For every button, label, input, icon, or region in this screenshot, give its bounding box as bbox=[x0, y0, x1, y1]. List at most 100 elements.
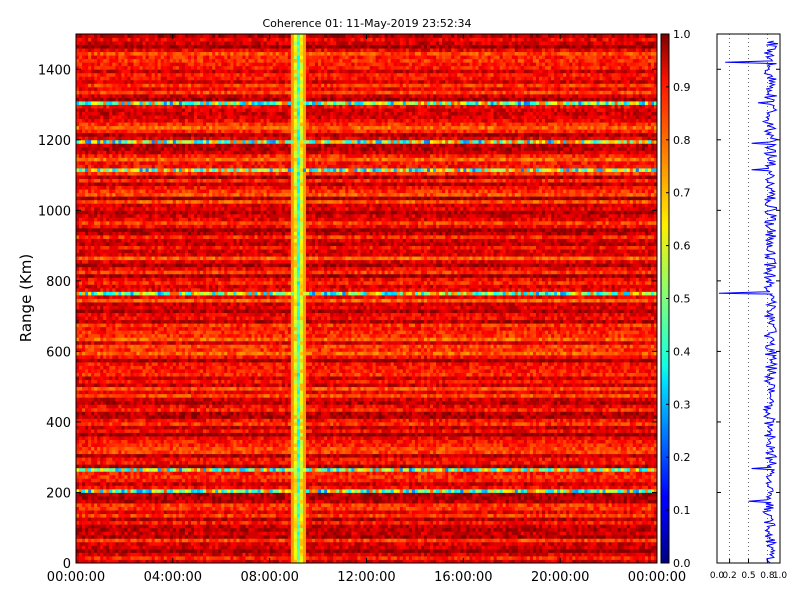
heatmap-cell bbox=[294, 507, 297, 511]
heatmap-cell bbox=[563, 510, 566, 514]
heatmap-cell bbox=[282, 521, 285, 525]
heatmap-cell bbox=[539, 528, 542, 532]
heatmap-cell bbox=[206, 471, 209, 475]
heatmap-cell bbox=[385, 475, 388, 479]
heatmap-cell bbox=[551, 478, 554, 482]
heatmap-cell bbox=[606, 500, 609, 504]
heatmap-cell bbox=[82, 492, 85, 496]
heatmap-cell bbox=[515, 538, 518, 542]
heatmap-cell bbox=[179, 507, 182, 511]
heatmap-cell bbox=[348, 524, 351, 528]
heatmap-cell bbox=[297, 517, 300, 521]
heatmap-cell bbox=[627, 507, 630, 511]
heatmap-cell bbox=[336, 535, 339, 539]
heatmap-cell bbox=[282, 552, 285, 556]
heatmap-cell bbox=[191, 500, 194, 504]
heatmap-cell bbox=[379, 482, 382, 486]
heatmap-cell bbox=[170, 475, 173, 479]
heatmap-cell bbox=[500, 489, 503, 493]
heatmap-cell bbox=[82, 475, 85, 479]
heatmap-cell bbox=[572, 478, 575, 482]
heatmap-cell bbox=[94, 482, 97, 486]
heatmap-cell bbox=[360, 531, 363, 535]
heatmap-cell bbox=[185, 496, 188, 500]
heatmap-cell bbox=[615, 556, 618, 560]
heatmap-cell bbox=[409, 514, 412, 518]
heatmap-cell bbox=[336, 524, 339, 528]
heatmap-cell bbox=[475, 507, 478, 511]
heatmap-cell bbox=[424, 492, 427, 496]
heatmap-cell bbox=[488, 517, 491, 521]
heatmap-cell bbox=[267, 503, 270, 507]
heatmap-cell bbox=[460, 475, 463, 479]
heatmap-cell bbox=[170, 528, 173, 532]
heatmap-cell bbox=[478, 500, 481, 504]
heatmap-cell bbox=[587, 482, 590, 486]
heatmap-cell bbox=[373, 507, 376, 511]
heatmap-cell bbox=[621, 500, 624, 504]
heatmap-cell bbox=[109, 485, 112, 489]
heatmap-cell bbox=[427, 538, 430, 542]
heatmap-cell bbox=[603, 478, 606, 482]
heatmap-cell bbox=[457, 528, 460, 532]
heatmap-cell bbox=[560, 528, 563, 532]
heatmap-cell bbox=[518, 471, 521, 475]
heatmap-cell bbox=[282, 485, 285, 489]
heatmap-cell bbox=[173, 492, 176, 496]
heatmap-cell bbox=[267, 528, 270, 532]
heatmap-cell bbox=[648, 538, 651, 542]
heatmap-cell bbox=[149, 528, 152, 532]
heatmap-cell bbox=[106, 507, 109, 511]
heatmap-cell bbox=[533, 531, 536, 535]
heatmap-cell bbox=[460, 545, 463, 549]
heatmap-cell bbox=[436, 556, 439, 560]
heatmap-cell bbox=[566, 528, 569, 532]
heatmap-cell bbox=[285, 549, 288, 553]
heatmap-cell bbox=[424, 531, 427, 535]
heatmap-cell bbox=[155, 492, 158, 496]
heatmap-cell bbox=[315, 492, 318, 496]
heatmap-cell bbox=[137, 552, 140, 556]
heatmap-cell bbox=[106, 489, 109, 493]
heatmap-cell bbox=[200, 556, 203, 560]
heatmap-cell bbox=[91, 496, 94, 500]
heatmap-cell bbox=[76, 500, 79, 504]
heatmap-cell bbox=[391, 503, 394, 507]
heatmap-cell bbox=[433, 531, 436, 535]
heatmap-cell bbox=[267, 531, 270, 535]
heatmap-cell bbox=[551, 524, 554, 528]
heatmap-cell bbox=[421, 549, 424, 553]
heatmap-cell bbox=[600, 478, 603, 482]
heatmap-cell bbox=[548, 492, 551, 496]
heatmap-cell bbox=[524, 482, 527, 486]
heatmap-cell bbox=[524, 531, 527, 535]
heatmap-cell bbox=[137, 556, 140, 560]
heatmap-cell bbox=[143, 549, 146, 553]
heatmap-cell bbox=[143, 514, 146, 518]
heatmap-cell bbox=[124, 524, 127, 528]
heatmap-cell bbox=[569, 471, 572, 475]
heatmap-cell bbox=[403, 528, 406, 532]
heatmap-cell bbox=[215, 514, 218, 518]
heatmap-cell bbox=[133, 503, 136, 507]
heatmap-cell bbox=[600, 538, 603, 542]
heatmap-cell bbox=[218, 545, 221, 549]
heatmap-cell bbox=[221, 489, 224, 493]
heatmap-cell bbox=[557, 549, 560, 553]
heatmap-cell bbox=[385, 524, 388, 528]
heatmap-cell bbox=[603, 475, 606, 479]
heatmap-cell bbox=[590, 535, 593, 539]
heatmap-cell bbox=[143, 528, 146, 532]
heatmap-cell bbox=[648, 500, 651, 504]
heatmap-cell bbox=[209, 528, 212, 532]
heatmap-cell bbox=[412, 556, 415, 560]
heatmap-cell bbox=[103, 517, 106, 521]
heatmap-cell bbox=[227, 549, 230, 553]
heatmap-cell bbox=[645, 507, 648, 511]
heatmap-cell bbox=[491, 489, 494, 493]
heatmap-cell bbox=[345, 514, 348, 518]
heatmap-cell bbox=[621, 549, 624, 553]
heatmap-cell bbox=[273, 471, 276, 475]
heatmap-cell bbox=[463, 552, 466, 556]
heatmap-cell bbox=[363, 496, 366, 500]
